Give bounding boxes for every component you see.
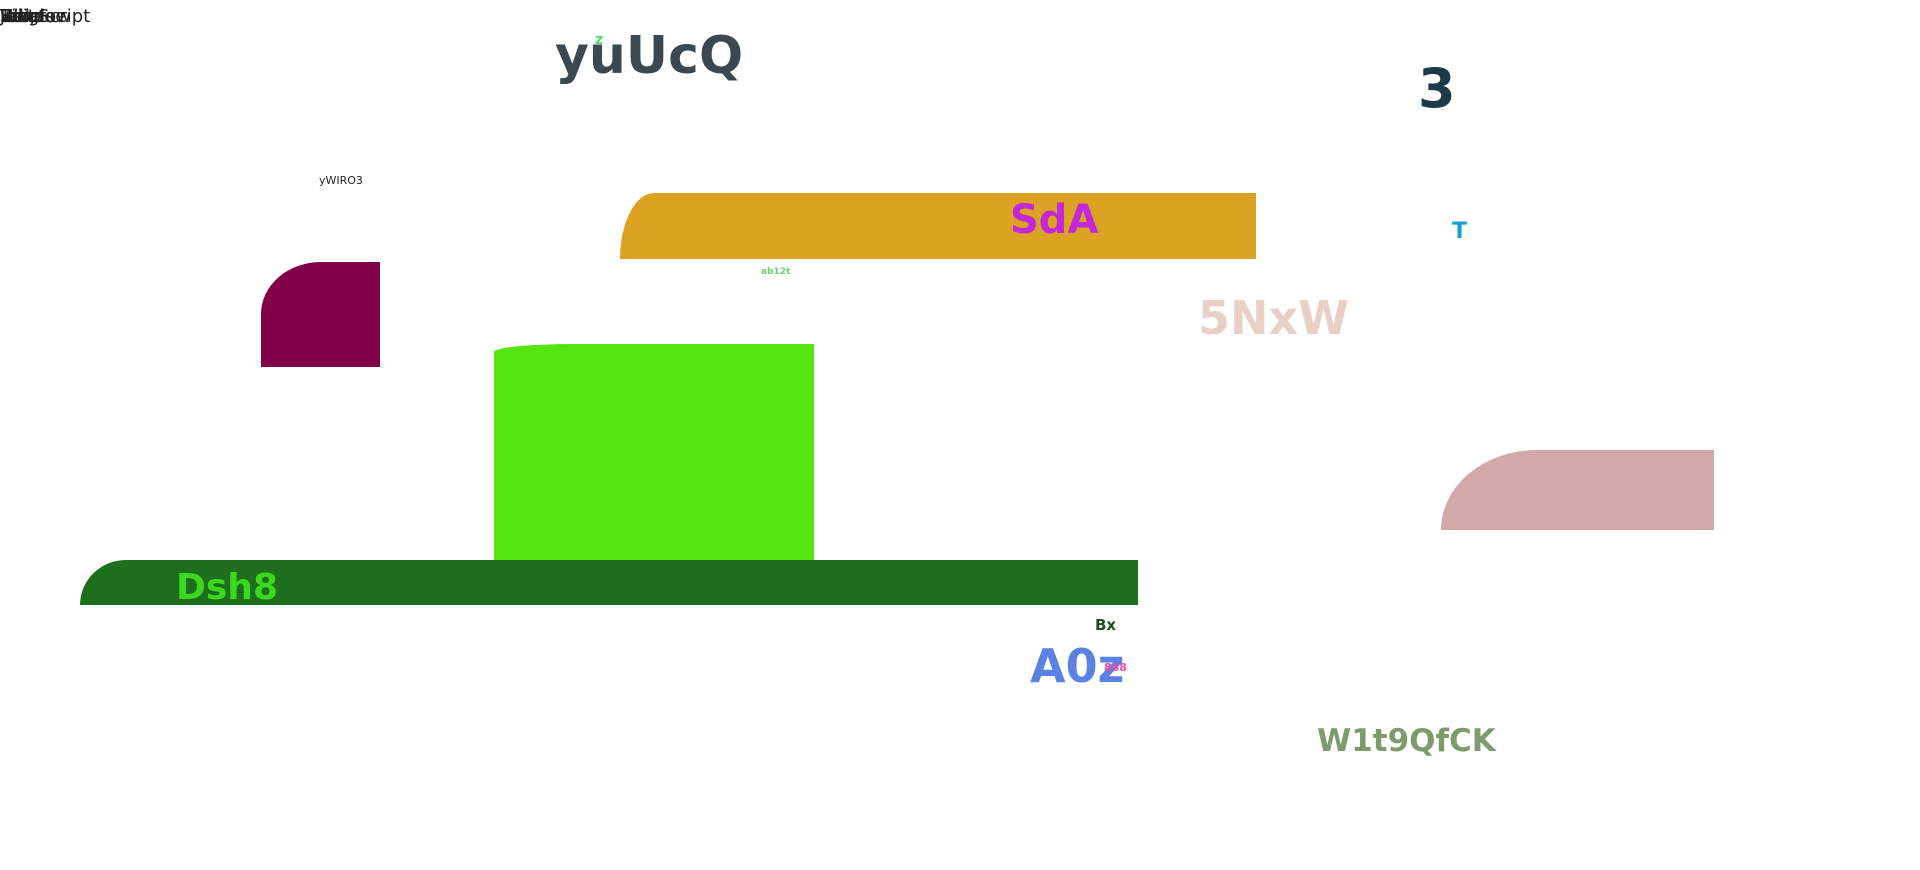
label-sda: SdA xyxy=(1010,197,1099,243)
corner-label-4: Inverse xyxy=(0,6,67,27)
label-ywiro3: yWIRO3 xyxy=(319,174,363,187)
label-t: T xyxy=(1452,219,1468,244)
label-z: z xyxy=(595,32,604,48)
pink-block xyxy=(1441,450,1714,530)
corner-label-3: Single xyxy=(0,6,56,27)
label-5nxw: 5NxW xyxy=(1198,291,1349,345)
label-w1t9qfck: W1t9QfCK xyxy=(1317,723,1496,759)
label-three: 3 xyxy=(1418,57,1456,120)
corner-label-2: JavaScript xyxy=(0,6,91,27)
green-bar xyxy=(80,560,1138,605)
corner-label-5: Hide xyxy=(0,6,42,27)
label-ab12t: ab12t xyxy=(761,267,791,277)
corner-label-7: Help xyxy=(0,6,42,27)
orange-bar xyxy=(620,193,1256,259)
label-yuucq: yuUcQ xyxy=(555,26,744,86)
corner-label-6: Tab xyxy=(0,6,31,27)
corner-label-8: Edit xyxy=(0,6,35,27)
corner-label-stack: Window JavaScript Single Inverse Hide Ta… xyxy=(0,8,90,28)
lime-block xyxy=(494,344,814,566)
label-a0z: A0z xyxy=(1030,639,1125,693)
maroon-block xyxy=(261,262,380,367)
label-dsh8: Dsh8 xyxy=(176,567,278,608)
label-bx: Bx xyxy=(1095,616,1117,634)
label-868: 868 xyxy=(1104,661,1127,674)
corner-label-1: Window xyxy=(0,6,71,27)
